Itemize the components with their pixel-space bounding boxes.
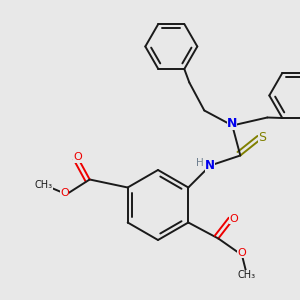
Text: H: H bbox=[196, 158, 204, 167]
Text: O: O bbox=[229, 214, 238, 224]
Text: S: S bbox=[258, 131, 266, 144]
Text: CH₃: CH₃ bbox=[34, 181, 53, 190]
Text: N: N bbox=[227, 117, 238, 130]
Text: O: O bbox=[237, 248, 246, 257]
Text: O: O bbox=[60, 188, 69, 199]
Text: O: O bbox=[73, 152, 82, 163]
Text: CH₃: CH₃ bbox=[237, 269, 255, 280]
Text: N: N bbox=[205, 159, 215, 172]
